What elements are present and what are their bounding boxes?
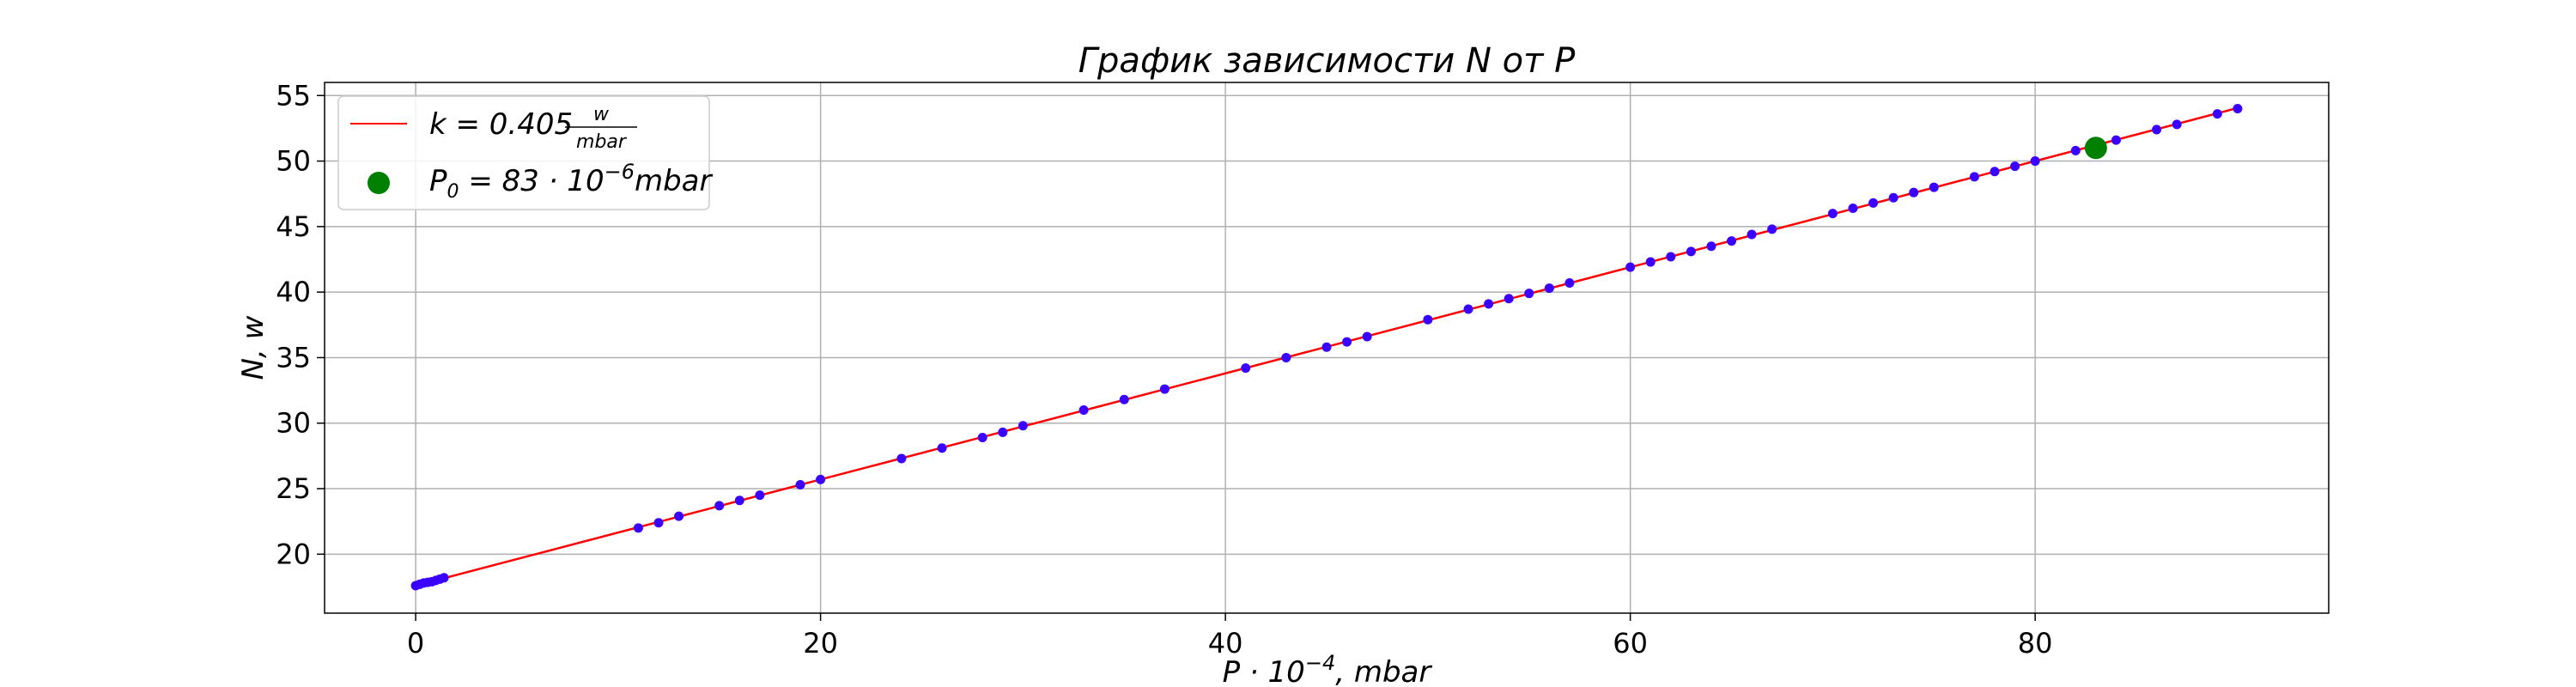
x-tick-label: 80	[2018, 627, 2053, 660]
chart-title: График зависимости N от P	[1078, 41, 1576, 81]
data-point	[1888, 192, 1899, 203]
y-tick-label: 40	[276, 276, 311, 308]
y-tick-label: 45	[276, 210, 311, 243]
data-point	[896, 453, 907, 464]
data-point	[1078, 404, 1089, 415]
data-point	[2010, 161, 2020, 172]
legend-p0-label: P0 = 83 · 10−6mbar	[429, 160, 714, 203]
data-point	[439, 573, 449, 583]
data-point	[1990, 167, 2000, 177]
y-tick-label: 20	[276, 538, 311, 570]
data-point	[1484, 299, 1494, 309]
data-point	[1767, 224, 1777, 234]
data-point	[2152, 125, 2162, 135]
p0-marker-layer	[2084, 137, 2107, 160]
data-point	[816, 474, 826, 484]
legend-p0-swatch	[368, 172, 390, 194]
data-point	[1848, 203, 1858, 213]
legend-fit-label: k = 0.405	[429, 107, 573, 142]
data-point	[1827, 209, 1838, 219]
legend-fit-frac-num: w	[593, 104, 610, 125]
data-point	[2070, 145, 2081, 155]
x-tick-label: 20	[803, 627, 838, 660]
data-point	[2111, 135, 2121, 145]
data-point	[2212, 109, 2222, 119]
y-tick-label: 50	[276, 145, 311, 178]
data-points	[410, 104, 2243, 591]
legend-box	[337, 95, 710, 210]
x-axis-ticks: 0 20 40 60 80	[407, 613, 2053, 660]
data-point	[1929, 182, 1939, 192]
data-point	[674, 511, 684, 521]
data-point	[2233, 104, 2243, 114]
data-point	[1747, 229, 1757, 240]
data-point	[1504, 294, 1514, 304]
data-point	[1342, 337, 1352, 347]
data-point	[1686, 246, 1696, 257]
y-tick-label: 55	[276, 79, 311, 112]
y-tick-label: 25	[276, 472, 311, 505]
data-point	[937, 443, 947, 453]
x-axis-label: P · 10−4, mbar	[1223, 651, 1433, 687]
legend-fit-frac-den: mbar	[576, 131, 628, 153]
data-point	[1666, 252, 1676, 262]
x-tick-label: 40	[1208, 627, 1243, 660]
y-tick-label: 30	[276, 407, 311, 440]
x-tick-label: 0	[407, 627, 424, 660]
data-point	[1463, 304, 1473, 314]
data-point	[1544, 283, 1554, 294]
grid	[325, 82, 2329, 613]
data-point	[1564, 277, 1575, 288]
p0-marker	[2084, 137, 2107, 160]
data-point	[1524, 289, 1534, 299]
data-point	[977, 433, 987, 443]
y-axis-ticks: 20 25 30 35 40 45 50 55	[276, 79, 325, 570]
data-point	[1321, 342, 1332, 352]
data-point	[1625, 262, 1636, 272]
x-tick-label: 60	[1613, 627, 1648, 660]
plot-frame	[324, 82, 2330, 614]
data-point	[1018, 421, 1028, 431]
data-point	[1159, 384, 1170, 394]
data-point	[2172, 119, 2182, 130]
data-point	[1706, 241, 1716, 252]
data-point	[1909, 187, 1919, 198]
legend: k = 0.405 w mbar P0 = 83 · 10−6mbar	[337, 95, 714, 210]
data-point	[1241, 363, 1251, 374]
data-point	[1868, 198, 1879, 208]
data-point	[1727, 236, 1737, 246]
data-point	[755, 490, 765, 501]
data-point	[653, 518, 664, 528]
data-point	[1119, 394, 1129, 404]
data-point	[2030, 156, 2040, 167]
data-point	[734, 495, 744, 506]
data-point	[1362, 331, 1372, 342]
y-axis-label: N, w	[236, 315, 270, 380]
data-point	[714, 501, 725, 511]
data-point	[633, 523, 643, 533]
data-point	[1281, 352, 1291, 362]
y-tick-label: 35	[276, 341, 311, 374]
data-point	[1423, 314, 1433, 325]
data-point	[1645, 257, 1656, 267]
data-point	[1969, 172, 1979, 182]
data-point	[998, 427, 1008, 437]
data-point	[795, 479, 805, 489]
